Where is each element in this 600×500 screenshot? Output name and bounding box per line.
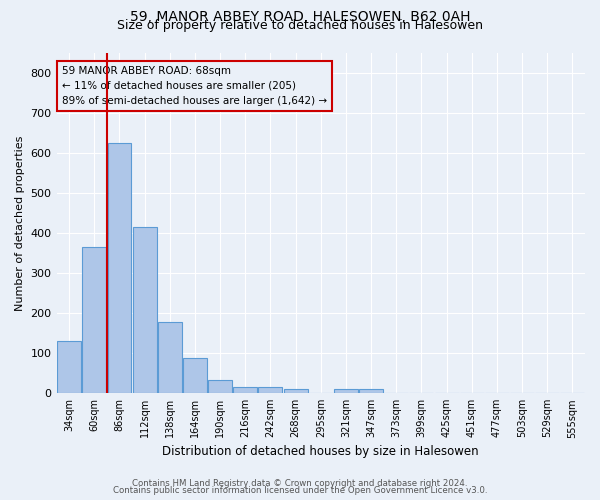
Bar xyxy=(233,387,257,393)
Text: Size of property relative to detached houses in Halesowen: Size of property relative to detached ho… xyxy=(117,19,483,32)
Bar xyxy=(284,389,308,393)
Bar xyxy=(82,247,106,393)
Bar xyxy=(359,389,383,393)
Bar xyxy=(57,341,81,393)
Bar xyxy=(158,322,182,393)
Text: 59 MANOR ABBEY ROAD: 68sqm
← 11% of detached houses are smaller (205)
89% of sem: 59 MANOR ABBEY ROAD: 68sqm ← 11% of deta… xyxy=(62,66,327,106)
Bar xyxy=(334,389,358,393)
Text: Contains public sector information licensed under the Open Government Licence v3: Contains public sector information licen… xyxy=(113,486,487,495)
Bar xyxy=(133,227,157,393)
Text: Contains HM Land Registry data © Crown copyright and database right 2024.: Contains HM Land Registry data © Crown c… xyxy=(132,478,468,488)
Bar xyxy=(107,142,131,393)
Text: 59, MANOR ABBEY ROAD, HALESOWEN, B62 0AH: 59, MANOR ABBEY ROAD, HALESOWEN, B62 0AH xyxy=(130,10,470,24)
Bar xyxy=(208,380,232,393)
Bar xyxy=(183,358,207,393)
Bar xyxy=(259,387,283,393)
Y-axis label: Number of detached properties: Number of detached properties xyxy=(15,135,25,310)
X-axis label: Distribution of detached houses by size in Halesowen: Distribution of detached houses by size … xyxy=(163,444,479,458)
